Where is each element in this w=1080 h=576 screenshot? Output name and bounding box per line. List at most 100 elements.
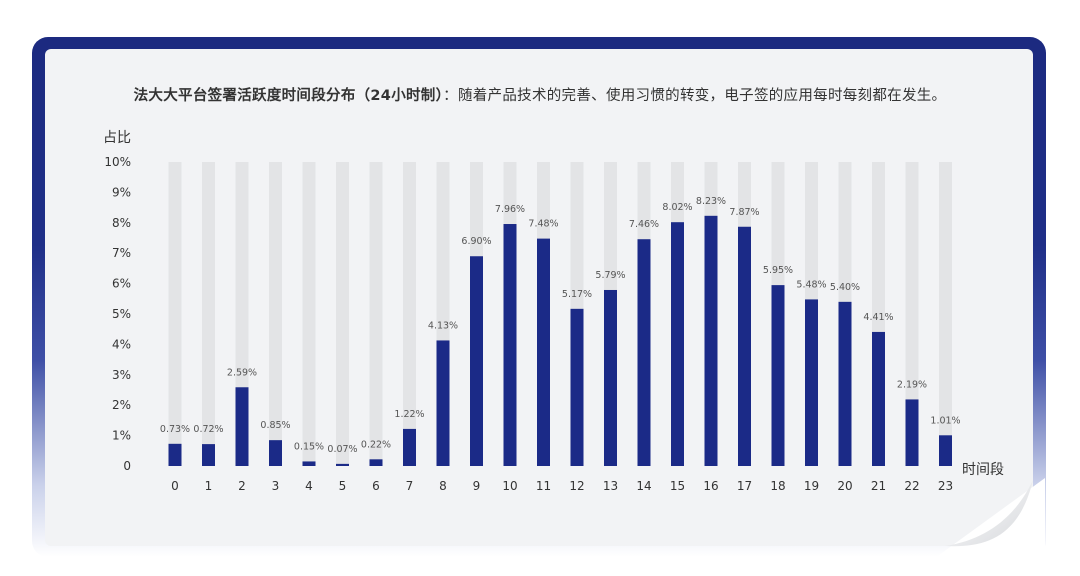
x-tick-label: 20: [837, 479, 852, 493]
x-tick-label: 4: [305, 479, 313, 493]
y-tick-label: 10%: [104, 155, 131, 169]
data-label: 2.19%: [897, 379, 927, 390]
bar-track: [302, 162, 316, 466]
bar-track: [168, 162, 182, 466]
x-tick-label: 2: [238, 479, 246, 493]
bar: [470, 256, 483, 466]
bar: [336, 463, 349, 466]
chart-title-bold: 法大大平台签署活跃度时间段分布（24小时制）: [133, 88, 444, 104]
bar-track: [269, 162, 282, 466]
bar-track: [939, 162, 952, 466]
bar: [704, 215, 718, 466]
y-tick-label: 1%: [112, 429, 131, 443]
x-tick-label: 15: [670, 479, 685, 493]
x-axis-ticks: 0 1 2 3 4 5 6 7 8 9 10 11 12 13 14 15 16 17 18 19 20 21 22 23: [171, 479, 953, 493]
bar: [235, 387, 249, 466]
x-tick-label: 9: [473, 479, 481, 493]
bar: [805, 299, 818, 466]
bar: [771, 285, 785, 466]
x-tick-label: 6: [372, 479, 380, 493]
bar: [570, 308, 584, 466]
x-tick-label: 16: [703, 479, 718, 493]
y-axis-ticks: 0 1% 2% 3% 4% 5% 6% 7% 8% 9% 10%: [104, 155, 131, 473]
x-tick-label: 22: [904, 479, 919, 493]
data-label: 4.41%: [863, 312, 893, 323]
data-label: 5.79%: [595, 270, 625, 281]
data-label: 1.22%: [394, 409, 424, 420]
bar: [537, 238, 550, 466]
bar-track: [336, 162, 349, 466]
data-label: 6.90%: [461, 236, 491, 247]
x-tick-label: 14: [636, 479, 651, 493]
bar: [369, 459, 383, 466]
y-tick-label: 6%: [112, 277, 131, 291]
x-tick-label: 0: [171, 479, 179, 493]
bar-track: [369, 162, 383, 466]
y-tick-label: 9%: [112, 185, 131, 199]
x-tick-label: 23: [938, 479, 953, 493]
y-tick-label: 3%: [112, 368, 131, 382]
chart-title: 法大大平台签署活跃度时间段分布（24小时制）：随着产品技术的完善、使用习惯的转变…: [0, 84, 1080, 105]
page-curl-decoration: [935, 478, 1045, 558]
bar: [436, 340, 450, 466]
x-tick-label: 19: [804, 479, 819, 493]
data-label: 0.15%: [294, 441, 324, 452]
y-tick-label: 8%: [112, 216, 131, 230]
data-label: 5.17%: [562, 289, 592, 300]
data-label: 7.96%: [495, 204, 525, 215]
data-label: 4.13%: [428, 320, 458, 331]
data-label: 5.40%: [830, 282, 860, 293]
x-tick-label: 1: [205, 479, 213, 493]
x-tick-label: 13: [603, 479, 618, 493]
y-tick-label: 7%: [112, 246, 131, 260]
bar: [738, 226, 751, 466]
bar: [168, 443, 182, 466]
data-label: 0.72%: [193, 424, 223, 435]
x-tick-label: 8: [439, 479, 447, 493]
x-tick-label: 7: [406, 479, 414, 493]
bar: [872, 331, 885, 466]
data-label: 0.22%: [361, 439, 391, 450]
bar: [905, 399, 919, 466]
data-label: 0.73%: [160, 424, 190, 435]
bar: [503, 224, 517, 466]
bar-track: [202, 162, 215, 466]
bar: [302, 461, 316, 466]
data-label: 8.02%: [662, 202, 692, 213]
data-label: 5.95%: [763, 265, 793, 276]
x-axis-label: 时间段: [962, 462, 1004, 478]
y-tick-label: 2%: [112, 398, 131, 412]
y-tick-label: 5%: [112, 307, 131, 321]
x-tick-label: 3: [272, 479, 280, 493]
x-tick-label: 17: [737, 479, 752, 493]
bar: [269, 440, 282, 466]
bar: [939, 435, 952, 466]
data-label: 8.23%: [696, 196, 726, 207]
bar-track: [905, 162, 919, 466]
chart-title-description: ：随着产品技术的完善、使用习惯的转变，电子签的应用每时每刻都在发生。: [443, 88, 947, 104]
y-tick-label: 4%: [112, 337, 131, 351]
y-tick-label: 0: [123, 459, 131, 473]
y-axis-label: 占比: [103, 130, 131, 146]
data-label: 7.46%: [629, 219, 659, 230]
bars: [168, 215, 952, 466]
bar-track: [403, 162, 416, 466]
data-label: 7.48%: [528, 219, 558, 230]
bar: [604, 289, 617, 466]
x-tick-label: 21: [871, 479, 886, 493]
bar: [838, 301, 852, 466]
bar: [403, 428, 416, 466]
bar: [202, 444, 215, 466]
x-tick-label: 10: [502, 479, 517, 493]
x-tick-label: 5: [339, 479, 347, 493]
data-label: 0.85%: [260, 420, 290, 431]
x-tick-label: 12: [569, 479, 584, 493]
data-label: 1.01%: [930, 415, 960, 426]
bar: [637, 239, 651, 466]
data-label: 0.07%: [327, 444, 357, 455]
data-label: 2.59%: [227, 367, 257, 378]
data-label: 7.87%: [729, 207, 759, 218]
x-tick-label: 11: [536, 479, 551, 493]
bar: [671, 222, 684, 466]
